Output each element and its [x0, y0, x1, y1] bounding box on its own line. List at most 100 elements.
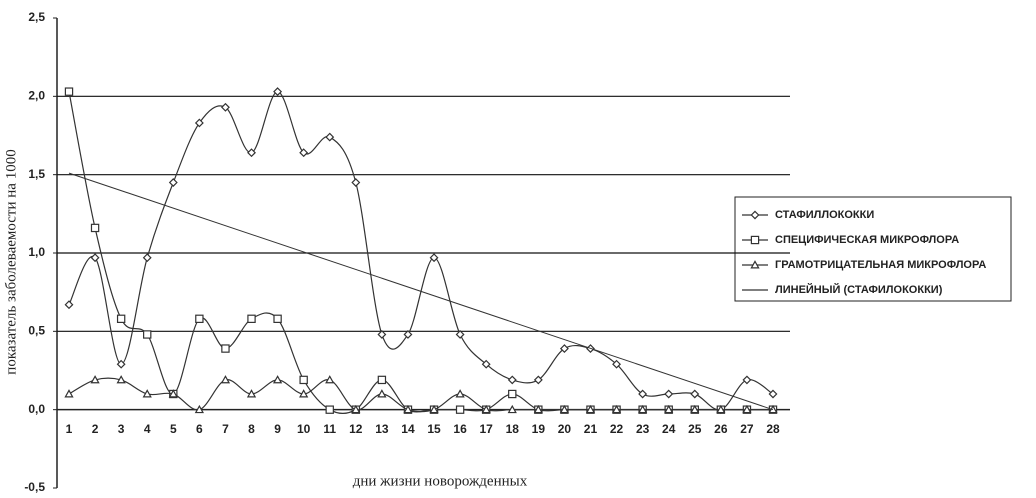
y-tick-label: -0,5	[24, 480, 45, 494]
marker	[351, 178, 361, 187]
x-tick-label: 4	[144, 422, 151, 436]
marker	[455, 389, 465, 398]
legend-label: СТАФИЛЛОКОККИ	[775, 209, 874, 221]
marker	[299, 389, 309, 398]
y-tick-label: 1,0	[28, 245, 45, 259]
marker	[143, 330, 152, 339]
x-tick-label: 5	[170, 422, 177, 436]
marker	[377, 389, 387, 398]
marker	[325, 405, 334, 414]
x-tick-label: 8	[248, 422, 255, 436]
y-tick-label: 0,0	[28, 402, 45, 416]
marker	[116, 375, 126, 384]
legend-label: СПЕЦИФИЧЕСКАЯ МИКРОФЛОРА	[775, 234, 959, 246]
marker	[533, 404, 543, 414]
legend-box	[734, 196, 1012, 302]
marker	[742, 375, 752, 385]
x-tick-label: 6	[196, 422, 203, 436]
marker	[481, 404, 491, 414]
marker	[403, 404, 413, 414]
marker	[612, 359, 622, 369]
marker	[768, 389, 778, 399]
marker	[220, 102, 230, 112]
marker	[559, 344, 569, 354]
marker	[690, 389, 700, 399]
trend-line	[68, 172, 774, 411]
marker	[750, 210, 760, 220]
series-line	[68, 91, 774, 411]
x-tick-label: 25	[688, 422, 702, 436]
marker	[247, 314, 256, 324]
x-tick-label: 12	[349, 422, 363, 436]
marker	[559, 404, 570, 414]
marker	[325, 132, 335, 142]
x-tick-label: 23	[636, 422, 650, 436]
marker	[508, 389, 517, 399]
marker	[403, 330, 413, 339]
marker	[142, 253, 152, 263]
marker	[246, 389, 257, 398]
x-tick-label: 13	[375, 422, 389, 436]
marker	[299, 148, 309, 158]
marker	[455, 330, 465, 339]
x-tick-label: 9	[274, 422, 281, 436]
legend-label: ЛИНЕЙНЫЙ (СТАФИЛОКОККИ)	[775, 283, 943, 296]
marker	[664, 404, 674, 414]
x-tick-label: 22	[610, 422, 624, 436]
marker	[585, 404, 596, 414]
marker	[168, 389, 178, 398]
x-tick-label: 14	[401, 422, 415, 436]
marker	[507, 404, 517, 414]
marker	[690, 404, 700, 414]
marker	[247, 148, 256, 158]
marker	[64, 389, 74, 398]
x-tick-label: 17	[480, 422, 494, 436]
x-tick-label: 11	[323, 422, 336, 436]
marker	[194, 404, 204, 414]
x-tick-label: 10	[297, 422, 311, 436]
x-tick-label: 16	[453, 422, 467, 436]
marker	[716, 404, 726, 414]
marker	[742, 404, 752, 414]
marker	[638, 389, 648, 399]
series-line	[68, 377, 773, 413]
marker	[299, 375, 308, 385]
marker	[90, 375, 100, 384]
marker	[455, 405, 465, 414]
x-tick-label: 24	[662, 422, 676, 436]
x-tick-label: 21	[584, 422, 598, 436]
marker	[507, 375, 517, 385]
x-tick-label: 15	[427, 422, 441, 436]
legend-label: ГРАМОТРИЦАТЕЛЬНАЯ МИКРОФЛОРА	[775, 259, 986, 271]
x-tick-label: 28	[766, 422, 780, 436]
marker	[221, 344, 230, 353]
marker	[351, 404, 361, 414]
x-tick-label: 26	[714, 422, 728, 436]
marker	[116, 359, 126, 369]
marker	[429, 404, 439, 414]
x-tick-label: 18	[506, 422, 520, 436]
x-tick-label: 27	[740, 422, 754, 436]
marker	[90, 223, 100, 233]
marker	[481, 359, 491, 369]
marker	[195, 314, 204, 324]
x-tick-label: 19	[532, 422, 546, 436]
marker	[116, 314, 126, 324]
x-tick-label: 1	[66, 422, 73, 436]
marker	[750, 260, 760, 269]
marker	[220, 375, 231, 384]
marker	[750, 235, 760, 245]
y-tick-label: 1,5	[28, 167, 45, 181]
y-tick-label: 0,5	[28, 324, 45, 338]
y-tick-label: 2,5	[28, 10, 45, 24]
marker	[273, 314, 282, 324]
marker	[533, 375, 543, 385]
marker	[377, 330, 387, 339]
x-axis-label: дни жизни новорожденных	[353, 473, 528, 489]
marker	[664, 389, 674, 399]
marker	[142, 389, 152, 398]
marker	[325, 375, 335, 384]
marker	[638, 404, 648, 414]
marker	[272, 375, 283, 384]
